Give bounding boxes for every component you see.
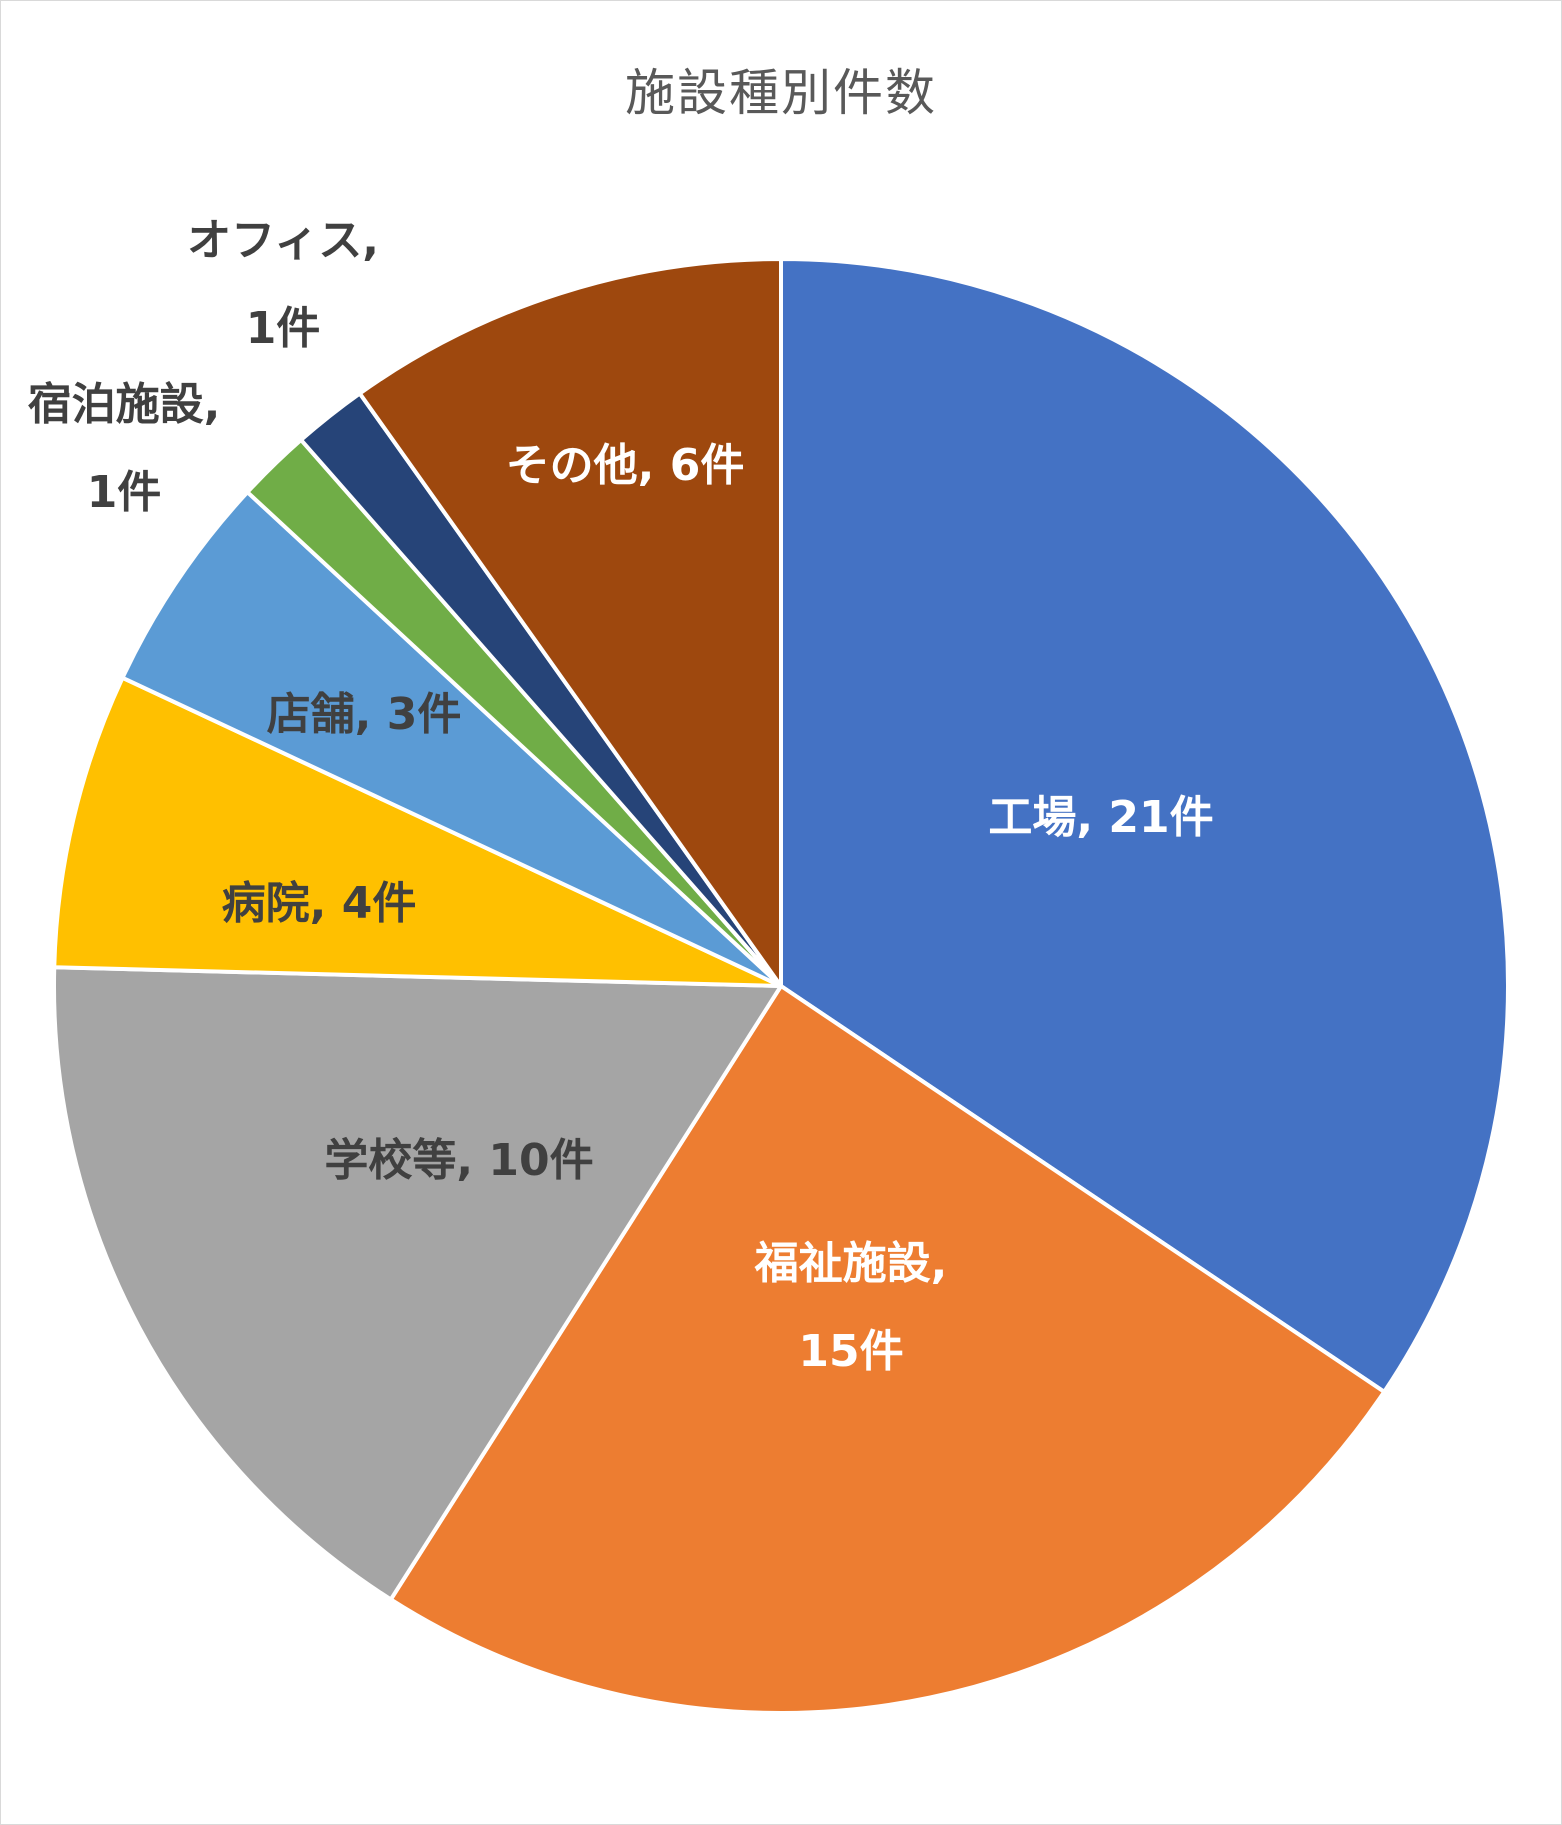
pie-slice-2 [388, 984, 1387, 1715]
data-label-line: その他, 6件 [506, 440, 745, 491]
pie-slice-5 [120, 490, 783, 988]
data-label-2: 福祉施設, 15件 [754, 1238, 948, 1377]
data-label-line: 病院, 4件 [222, 878, 417, 929]
pie-slice-8 [357, 257, 783, 988]
data-label-line: 15件 [798, 1326, 903, 1377]
data-label-line: 店舗, 3件 [267, 689, 462, 740]
pie-slice-4 [52, 675, 783, 988]
data-label-3: 学校等, 10件 [324, 1135, 593, 1186]
data-label-line: 学校等, 10件 [324, 1135, 593, 1186]
data-label-6: 宿泊施設, 1件 [28, 379, 221, 518]
data-label-line: 1件 [87, 467, 162, 518]
pie-slices [52, 257, 1510, 1715]
pie-slice-3 [52, 965, 783, 1602]
data-label-line: 宿泊施設, [28, 379, 221, 430]
data-label-line: 1件 [246, 303, 321, 354]
data-label-5: 店舗, 3件 [267, 689, 462, 740]
data-label-7: オフィス, 1件 [187, 215, 379, 354]
data-label-8: その他, 6件 [506, 440, 745, 491]
pie-slice-1 [779, 257, 1510, 1394]
data-label-line: オフィス, [187, 215, 379, 266]
data-label-1: 工場, 21件 [988, 792, 1213, 843]
data-label-line: 福祉施設, [754, 1238, 948, 1289]
data-label-4: 病院, 4件 [222, 878, 417, 929]
data-label-line: 工場, 21件 [988, 792, 1213, 843]
chart-title: 施設種別件数 [625, 64, 937, 122]
